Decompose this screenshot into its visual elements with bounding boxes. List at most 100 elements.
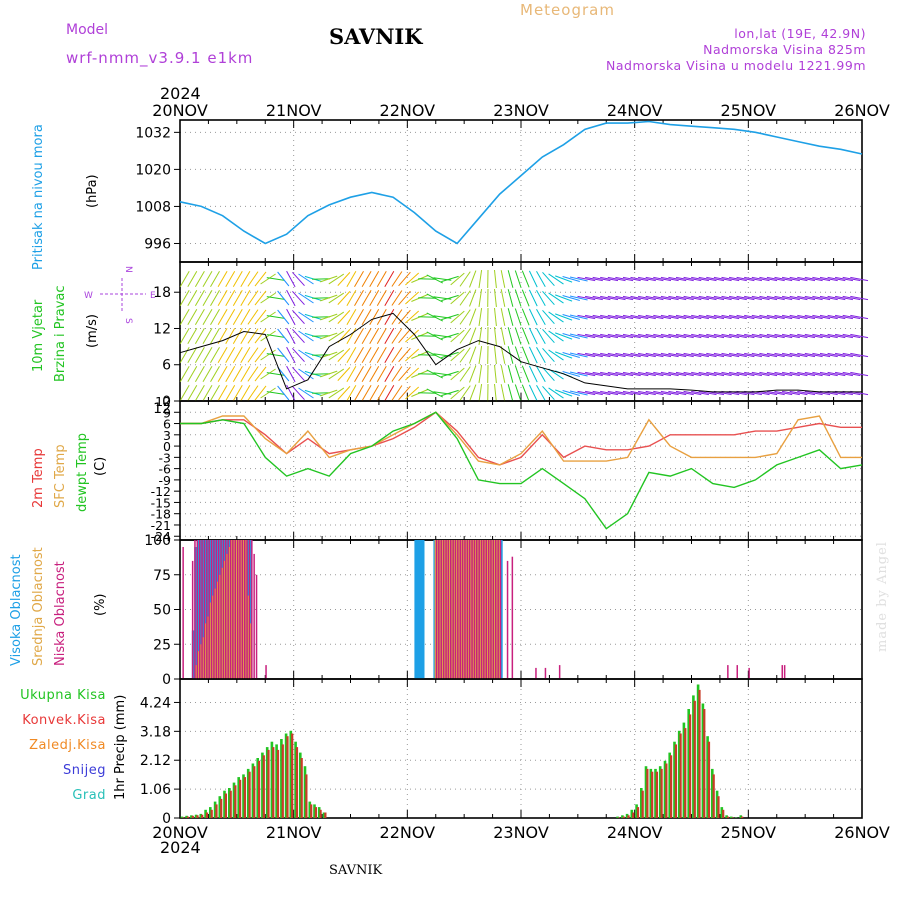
- wind-arrow: [195, 328, 204, 344]
- wind-arrow: [529, 271, 537, 287]
- wind-arrow: [515, 385, 521, 402]
- bar-precip-conv: [206, 813, 208, 819]
- wind-arrow: [470, 347, 476, 364]
- bar-low-cloud: [486, 540, 488, 679]
- wind-arrow: [329, 350, 344, 360]
- wind-arrow: [241, 385, 250, 400]
- bar-precip-conv: [623, 817, 625, 818]
- wind-arrow: [385, 347, 394, 363]
- wind-arrow: [218, 366, 227, 382]
- wind-arrow: [355, 271, 364, 287]
- bar-precip-conv: [249, 772, 251, 818]
- bar-low-cloud: [727, 665, 729, 679]
- wind-arrow: [241, 309, 250, 324]
- wind-arrow: [549, 331, 564, 341]
- wind-arrow: [370, 271, 379, 287]
- wind-arrow: [522, 347, 529, 364]
- wind-arrow: [195, 366, 204, 382]
- y-tick-label: 4.24: [140, 695, 171, 711]
- bar-low-cloud: [455, 540, 457, 679]
- bar-low-cloud: [450, 540, 452, 679]
- wind-arrow: [226, 366, 235, 382]
- x-label-bottom: 24NOV: [607, 823, 663, 842]
- wind-arrow: [549, 388, 564, 398]
- bar-low-cloud: [737, 665, 739, 679]
- bar-low-cloud: [500, 540, 502, 679]
- bar-low-cloud: [249, 540, 251, 679]
- bar-precip-conv: [282, 744, 284, 818]
- bar-low-cloud: [235, 540, 237, 679]
- bar-low-cloud: [223, 540, 225, 679]
- wind-arrow: [529, 366, 537, 382]
- bar-low-cloud: [782, 665, 784, 679]
- cloud-label-mid: Srednja Oblacnost: [31, 547, 46, 666]
- bar-precip-conv: [201, 815, 203, 818]
- wind-arrow: [211, 271, 220, 287]
- bar-precip-conv: [320, 810, 322, 818]
- wind-arrow: [355, 347, 364, 363]
- wind-arrow: [479, 384, 482, 402]
- bar-low-cloud: [211, 540, 213, 679]
- wind-arrow: [460, 272, 470, 287]
- wind-arrow: [385, 309, 394, 325]
- bar-low-cloud: [438, 540, 440, 679]
- bar-high-cloud: [422, 540, 425, 679]
- wind-arrow: [218, 271, 227, 287]
- bar-precip-conv: [627, 815, 629, 818]
- wind-arrow: [495, 365, 497, 383]
- wind-arrow: [188, 328, 197, 344]
- wind-arrow: [233, 366, 242, 382]
- bar-low-cloud: [460, 540, 462, 679]
- y-tick-label: 6: [162, 358, 171, 374]
- wind-arrow: [377, 347, 386, 363]
- wind-arrow: [522, 328, 529, 345]
- pressure-axis-title: Pritisak na nivou mora: [31, 124, 46, 270]
- wind-arrow: [370, 290, 379, 306]
- wind-arrow: [278, 310, 289, 324]
- wind-arrow: [278, 272, 289, 286]
- wind-arrow: [241, 271, 250, 286]
- wind-arrow: [233, 385, 242, 401]
- y-tick-label: 1.06: [140, 782, 171, 798]
- wind-arrow: [479, 327, 482, 345]
- bar-precip-conv: [722, 810, 724, 818]
- bar-low-cloud: [216, 540, 218, 679]
- wind-arrow: [195, 309, 204, 325]
- wind-arrow: [226, 271, 235, 287]
- bar-precip-conv: [618, 818, 620, 819]
- wind-arrow: [501, 365, 505, 383]
- wind-arrow: [299, 274, 314, 284]
- wind-arrow: [515, 328, 521, 345]
- bar-low-cloud: [256, 575, 257, 679]
- wind-arrow: [362, 309, 371, 325]
- bar-precip-conv: [661, 769, 663, 818]
- bar-low-cloud: [441, 540, 443, 679]
- bar-low-cloud: [204, 540, 206, 679]
- wind-arrow: [188, 385, 197, 401]
- wind-arrow: [495, 289, 497, 307]
- wind-arrow: [203, 271, 212, 287]
- wind-arrow: [549, 274, 564, 284]
- wind-arrow: [529, 309, 537, 325]
- bar-precip-conv: [263, 755, 265, 818]
- wind-arrow: [405, 273, 418, 285]
- bar-low-cloud: [230, 540, 232, 679]
- bar-low-cloud: [225, 540, 227, 679]
- bar-precip-conv: [296, 747, 298, 818]
- bar-low-cloud: [483, 540, 485, 679]
- bar-precip-conv: [215, 804, 217, 818]
- bar-precip-conv: [741, 817, 743, 818]
- y-tick-label: 1032: [135, 125, 171, 141]
- elevation-label: Nadmorska Visina 825m: [703, 42, 866, 57]
- bar-precip-conv: [324, 813, 326, 819]
- wind-arrow: [180, 347, 189, 363]
- temp-label-dew: dewpt Temp: [75, 433, 90, 512]
- bar-precip-conv: [698, 690, 700, 818]
- wind-arrow: [180, 271, 189, 287]
- bar-low-cloud: [784, 665, 786, 679]
- station-title: SAVNIK: [329, 24, 423, 49]
- wind-arrow: [385, 385, 394, 401]
- wind-arrow: [195, 290, 204, 306]
- bar-precip-conv: [670, 755, 672, 818]
